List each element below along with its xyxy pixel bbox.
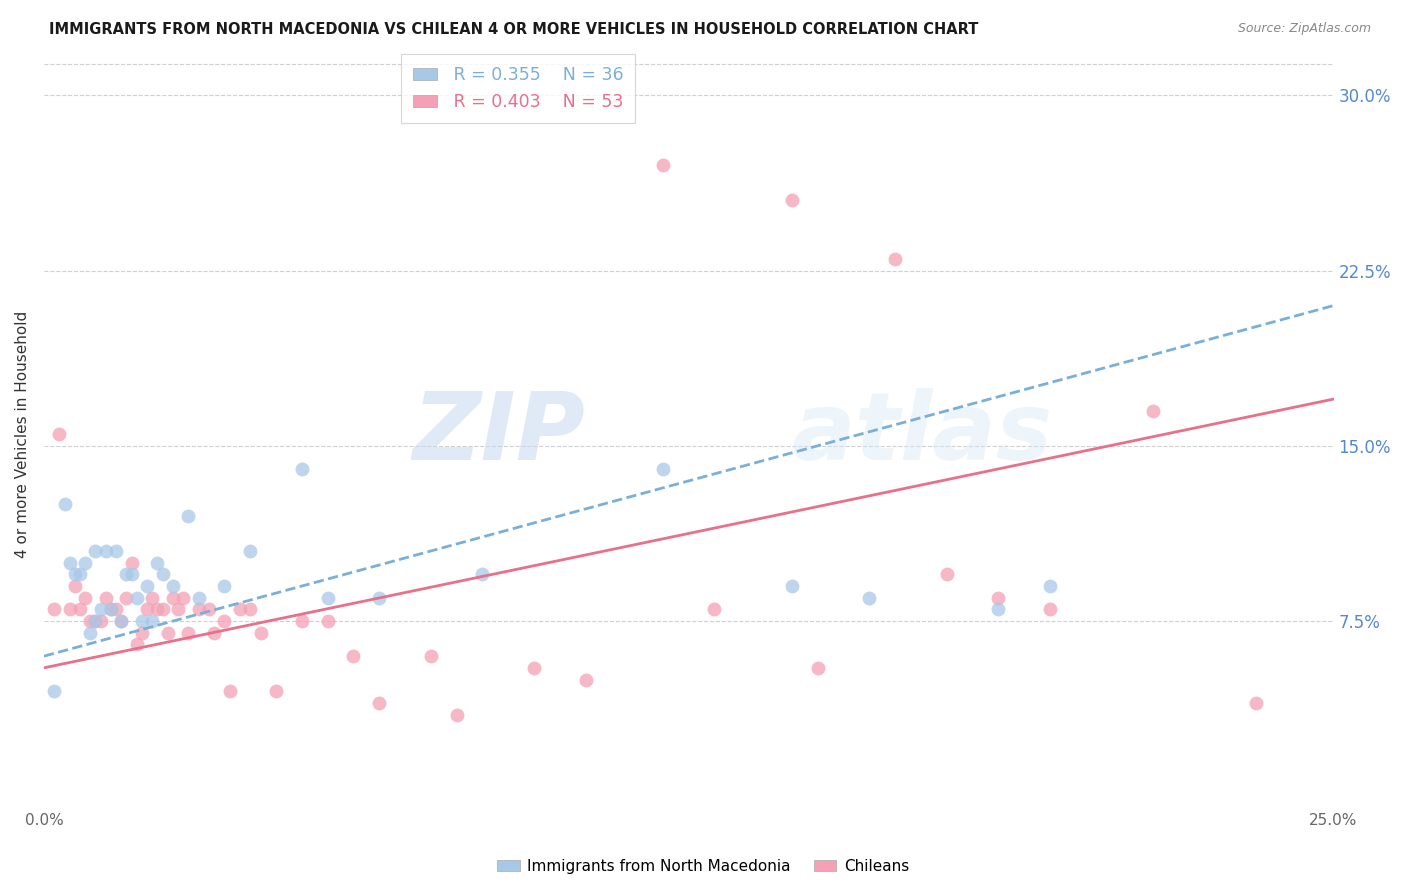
Legend:  R = 0.355    N = 36,  R = 0.403    N = 53: R = 0.355 N = 36, R = 0.403 N = 53 [401, 54, 636, 123]
Point [136, 602, 159, 616]
Point [471, 567, 494, 582]
Point [574, 673, 596, 687]
Point [187, 602, 209, 616]
Point [523, 661, 546, 675]
Point [131, 614, 153, 628]
Point [75, 591, 97, 605]
Point [131, 625, 153, 640]
Point [177, 508, 200, 523]
Point [368, 591, 391, 605]
Point [987, 591, 1010, 605]
Point [84, 544, 107, 558]
Point [264, 684, 287, 698]
Text: Source: ZipAtlas.com: Source: ZipAtlas.com [1237, 22, 1371, 36]
Text: IMMIGRANTS FROM NORTH MACEDONIA VS CHILEAN 4 OR MORE VEHICLES IN HOUSEHOLD CORRE: IMMIGRANTS FROM NORTH MACEDONIA VS CHILE… [49, 22, 979, 37]
Point [152, 602, 174, 616]
Point [105, 544, 128, 558]
Point [53, 497, 76, 511]
Point [84, 614, 107, 628]
Point [651, 462, 673, 476]
Point [368, 696, 391, 710]
Point [1039, 579, 1062, 593]
Point [780, 579, 803, 593]
Point [59, 556, 82, 570]
Point [79, 625, 101, 640]
Point [807, 661, 830, 675]
Point [146, 556, 169, 570]
Point [780, 194, 803, 208]
Text: ZIP: ZIP [412, 388, 585, 480]
Point [141, 614, 163, 628]
Point [1244, 696, 1267, 710]
Point [703, 602, 725, 616]
Point [75, 556, 97, 570]
Point [935, 567, 957, 582]
Point [1039, 602, 1062, 616]
Point [214, 579, 236, 593]
Point [987, 602, 1010, 616]
Point [100, 602, 122, 616]
Point [1142, 404, 1164, 418]
Point [167, 602, 190, 616]
Point [291, 614, 314, 628]
Point [59, 602, 82, 616]
Point [94, 591, 117, 605]
Point [121, 567, 143, 582]
Point [125, 591, 148, 605]
Point [858, 591, 880, 605]
Point [69, 602, 91, 616]
Point [146, 602, 169, 616]
Point [152, 567, 174, 582]
Point [229, 602, 252, 616]
Point [115, 591, 138, 605]
Point [110, 614, 132, 628]
Point [239, 544, 262, 558]
Point [249, 625, 271, 640]
Point [202, 625, 225, 640]
Point [79, 614, 101, 628]
Point [90, 602, 112, 616]
Point [48, 427, 70, 442]
Legend: Immigrants from North Macedonia, Chileans: Immigrants from North Macedonia, Chilean… [491, 853, 915, 880]
Point [342, 649, 364, 664]
Point [214, 614, 236, 628]
Point [84, 614, 107, 628]
Point [63, 567, 86, 582]
Point [239, 602, 262, 616]
Point [172, 591, 194, 605]
Point [69, 567, 91, 582]
Point [44, 684, 66, 698]
Point [121, 556, 143, 570]
Point [110, 614, 132, 628]
Point [156, 625, 179, 640]
Point [105, 602, 128, 616]
Point [63, 579, 86, 593]
Point [90, 614, 112, 628]
Point [125, 638, 148, 652]
Point [316, 591, 339, 605]
Point [136, 579, 159, 593]
Point [162, 591, 184, 605]
Point [115, 567, 138, 582]
Point [218, 684, 240, 698]
Y-axis label: 4 or more Vehicles in Household: 4 or more Vehicles in Household [15, 310, 30, 558]
Point [187, 591, 209, 605]
Point [316, 614, 339, 628]
Point [291, 462, 314, 476]
Text: atlas: atlas [792, 388, 1053, 480]
Point [198, 602, 221, 616]
Point [94, 544, 117, 558]
Point [884, 252, 907, 266]
Point [44, 602, 66, 616]
Point [446, 707, 468, 722]
Point [162, 579, 184, 593]
Point [419, 649, 441, 664]
Point [141, 591, 163, 605]
Point [100, 602, 122, 616]
Point [177, 625, 200, 640]
Point [651, 158, 673, 172]
